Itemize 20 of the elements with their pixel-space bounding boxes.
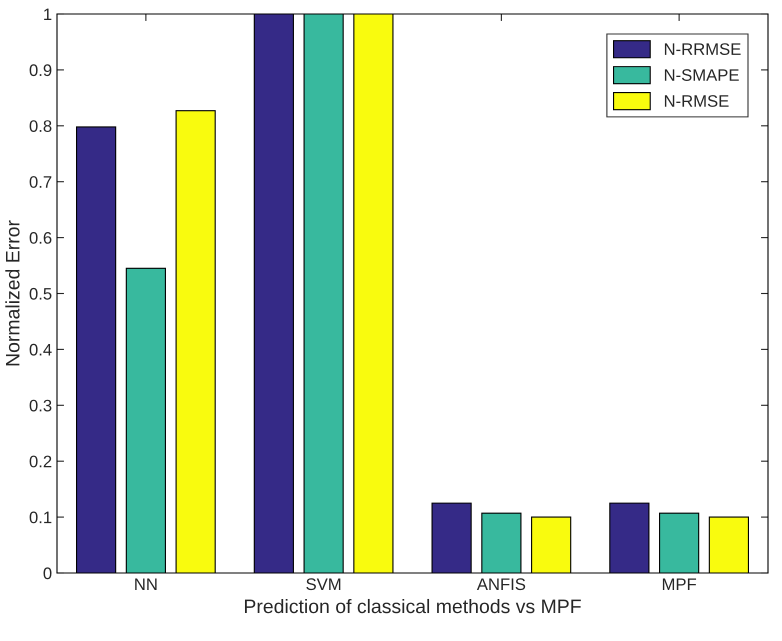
y-tick-label: 1 [44, 8, 52, 20]
y-tick-label: 0 [44, 567, 52, 580]
legend-label: N-RMSE [664, 95, 729, 107]
y-tick-label: 0.3 [30, 400, 52, 412]
legend-label: N-SMAPE [664, 69, 739, 81]
x-tick-label: NN [135, 578, 157, 590]
y-tick-label: 0.9 [30, 64, 52, 76]
x-tick-label: MPF [662, 578, 696, 590]
y-tick-label: 0.1 [30, 512, 52, 524]
y-axis-title: Normalized Error [5, 220, 20, 366]
y-tick-label: 0.7 [30, 176, 52, 188]
y-tick-label: 0.8 [30, 120, 52, 132]
legend-label: N-RRMSE [664, 43, 741, 55]
x-tick-label: ANFIS [476, 578, 526, 590]
y-tick-label: 0.6 [30, 232, 52, 244]
y-tick-label: 0.2 [30, 456, 52, 468]
y-tick-label: 0.5 [30, 288, 52, 300]
x-axis-title: Prediction of classical methods vs MPF [244, 598, 581, 614]
x-tick-label: SVM [306, 578, 340, 590]
y-tick-label: 0.4 [30, 344, 52, 356]
